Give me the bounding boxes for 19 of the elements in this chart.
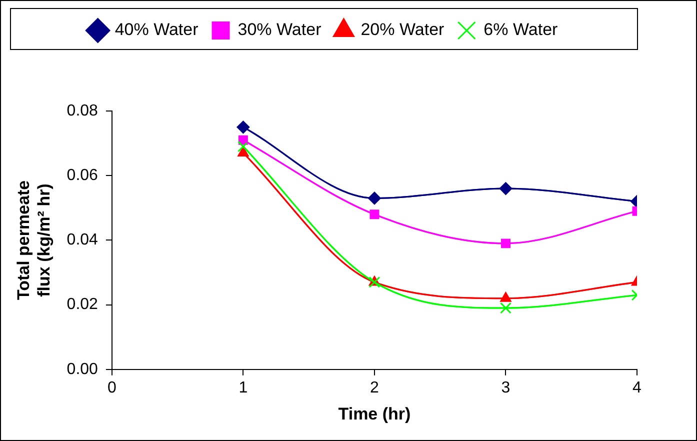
y-axis-title: Total permeate flux (kg/m² hr) xyxy=(14,180,54,300)
legend-label: 20% Water xyxy=(360,20,445,40)
point xyxy=(500,302,512,314)
legend-label: 6% Water xyxy=(484,20,558,40)
y-tick-label: 0.04 xyxy=(66,232,98,249)
y-tick-label: 0.08 xyxy=(66,102,98,120)
y-tick-label: 0.02 xyxy=(66,296,98,314)
x-tick-label: 1 xyxy=(238,379,248,396)
y-tick-label: 0.06 xyxy=(66,167,98,184)
x-tick-label: 3 xyxy=(501,379,510,396)
point xyxy=(236,120,250,134)
x-tick-label: 0 xyxy=(107,379,116,396)
point xyxy=(238,140,249,152)
legend-label: 30% Water xyxy=(238,20,322,40)
x-axis-title: Time (hr) xyxy=(338,404,411,424)
x-tick-label: 4 xyxy=(632,379,642,396)
x-tick-label: 2 xyxy=(370,379,380,396)
y-tick-label: 0.00 xyxy=(66,360,98,378)
legend-label: 40% Water xyxy=(114,20,199,40)
